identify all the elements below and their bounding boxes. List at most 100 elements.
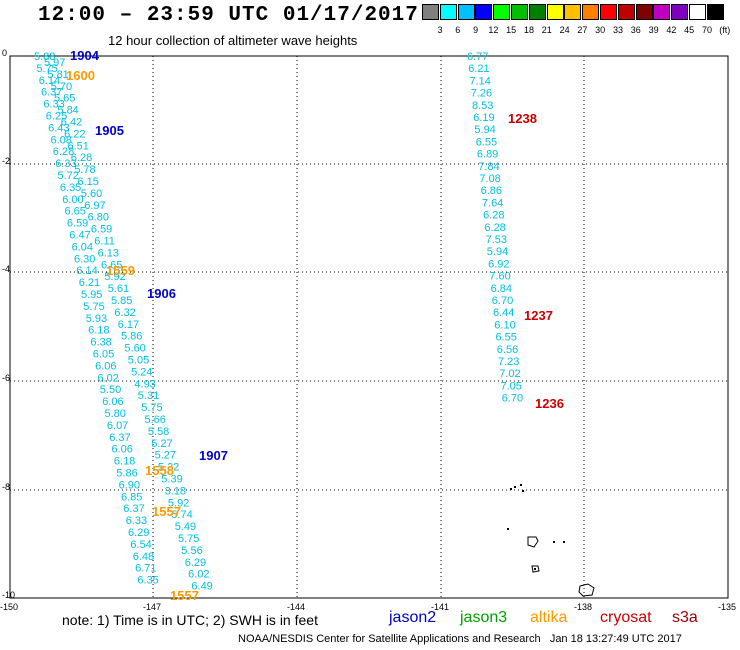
colorbar-swatch — [457, 4, 475, 20]
wave-height-value: 6.30 — [74, 253, 95, 265]
wave-height-value: 6.29 — [185, 557, 206, 569]
wave-height-value: 6.84 — [491, 283, 512, 295]
wave-height-value: 3.18 — [165, 485, 186, 497]
wave-height-value: 5.05 — [128, 354, 149, 366]
wave-height-value: 5.70 — [51, 81, 72, 93]
wave-height-value: 5.60 — [124, 343, 145, 355]
longitude-tick-label: -138 — [574, 602, 593, 612]
island-dot — [520, 484, 522, 486]
wave-height-value: 5.75 — [36, 63, 57, 75]
wave-height-value: 5.60 — [81, 188, 102, 200]
colorbar-swatch — [511, 4, 528, 20]
wave-height-value: 7.02 — [499, 368, 520, 380]
pass-time-label: 1559 — [106, 263, 135, 278]
wave-height-value: 5.39 — [161, 473, 182, 485]
wave-height-value: 6.29 — [128, 527, 149, 539]
satellite-legend-jason2: jason2 — [389, 609, 437, 626]
wave-height-value: 6.02 — [188, 569, 209, 581]
wave-height-value: 5.85 — [111, 295, 132, 307]
colorbar-label: 36 — [630, 25, 641, 35]
wave-height-value: 5.61 — [108, 283, 129, 295]
longitude-tick-label: -141 — [431, 602, 450, 612]
wave-height-value: 6.28 — [71, 152, 92, 164]
island-dot — [514, 486, 516, 488]
wave-height-value: 5.75 — [178, 533, 199, 545]
colorbar-swatch — [528, 4, 546, 20]
wave-height-value: 6.04 — [72, 241, 93, 253]
colorbar-swatch — [617, 4, 635, 20]
colorbar-swatch — [439, 4, 457, 20]
colorbar-swatch — [689, 4, 706, 20]
wave-height-value: 6.18 — [114, 456, 135, 468]
colorbar-swatch — [582, 4, 600, 20]
wave-height-value: 6.35 — [60, 182, 81, 194]
wave-height-value: 5.56 — [181, 545, 202, 557]
wave-height-value: 7.64 — [482, 197, 503, 209]
colorbar-label: 12 — [488, 25, 499, 35]
pass-time-label: 1557 — [152, 504, 181, 519]
footer-note: note: 1) Time is in UTC; 2) SWH is in fe… — [62, 612, 318, 628]
wave-height-value: 7.53 — [486, 234, 507, 246]
wave-height-value: 4.93 — [134, 378, 155, 390]
colorbar-label: 27 — [577, 25, 588, 35]
pass-time-label: 1905 — [95, 123, 124, 138]
credit-line: NOAA/NESDIS Center for Satellite Applica… — [238, 633, 682, 645]
latitude-tick-label: -10 — [2, 590, 16, 600]
wave-height-value: 5.97 — [44, 57, 65, 69]
wave-height-value: 6.65 — [65, 206, 86, 218]
wave-height-value: 5.75 — [83, 301, 104, 313]
wave-height-value: 6.37 — [123, 503, 144, 515]
wave-height-value: 6.14 — [39, 75, 60, 87]
wave-height-value: 6.22 — [64, 128, 85, 140]
wave-height-value: 5.74 — [171, 509, 192, 521]
page-subtitle: 12 hour collection of altimeter wave hei… — [108, 33, 358, 48]
wave-height-value: 5.86 — [121, 331, 142, 343]
wave-height-value: 6.21 — [468, 63, 489, 75]
pass-time-label: 1237 — [524, 308, 553, 323]
island-dot — [507, 528, 509, 530]
wave-height-value: 5.92 — [104, 271, 125, 283]
wave-height-value: 5.88 — [34, 51, 55, 63]
wave-height-value: 5.65 — [54, 93, 75, 105]
colorbar-label: 42 — [666, 25, 677, 35]
pass-time-label: 1236 — [535, 396, 564, 411]
colorbar-label: 6 — [455, 25, 461, 35]
wave-height-value: 6.02 — [98, 372, 119, 384]
colorbar-label: (ft) — [719, 25, 731, 35]
wave-height-value: 6.11 — [94, 236, 115, 248]
wave-height-value: 5.94 — [474, 124, 495, 136]
wave-height-value: 6.33 — [43, 99, 64, 111]
wave-height-value: 5.84 — [57, 105, 78, 117]
wave-height-value: 6.19 — [473, 112, 494, 124]
wave-height-value: 5.75 — [141, 402, 162, 414]
wave-height-value: 7.05 — [501, 380, 522, 392]
colorbar-swatch — [706, 4, 724, 20]
wave-height-value: 6.33 — [55, 158, 76, 170]
wave-height-value: 6.48 — [133, 551, 154, 563]
longitude-tick-label: -135 — [718, 602, 737, 612]
wave-height-value: 5.58 — [148, 426, 169, 438]
colorbar-label: 39 — [648, 25, 659, 35]
colorbar-label: 9 — [473, 25, 479, 35]
wave-height-value: 6.59 — [91, 224, 112, 236]
wave-height-value: 6.37 — [109, 432, 130, 444]
satellite-legend-altika: altika — [530, 609, 568, 626]
wave-height-value: 6.44 — [493, 307, 514, 319]
wave-height-value: 7.23 — [498, 356, 519, 368]
wave-height-value: 6.92 — [488, 258, 509, 270]
colorbar-label: 33 — [612, 25, 623, 35]
colorbar-swatch — [475, 4, 493, 20]
longitude-tick-label: -147 — [143, 602, 162, 612]
wave-height-value: 5.86 — [116, 468, 137, 480]
wave-height-value: 6.18 — [88, 325, 109, 337]
wave-height-value: 6.42 — [61, 117, 82, 129]
wave-height-value: 7.26 — [471, 88, 492, 100]
wave-height-value: 6.77 — [467, 51, 488, 63]
wave-height-value: 7.84 — [478, 161, 499, 173]
wave-height-value: 5.78 — [74, 164, 95, 176]
wave-height-value: 7.14 — [470, 75, 491, 87]
wave-height-value: 5.95 — [81, 289, 102, 301]
wave-height-value: 7.08 — [479, 173, 500, 185]
island-dot — [522, 490, 524, 492]
